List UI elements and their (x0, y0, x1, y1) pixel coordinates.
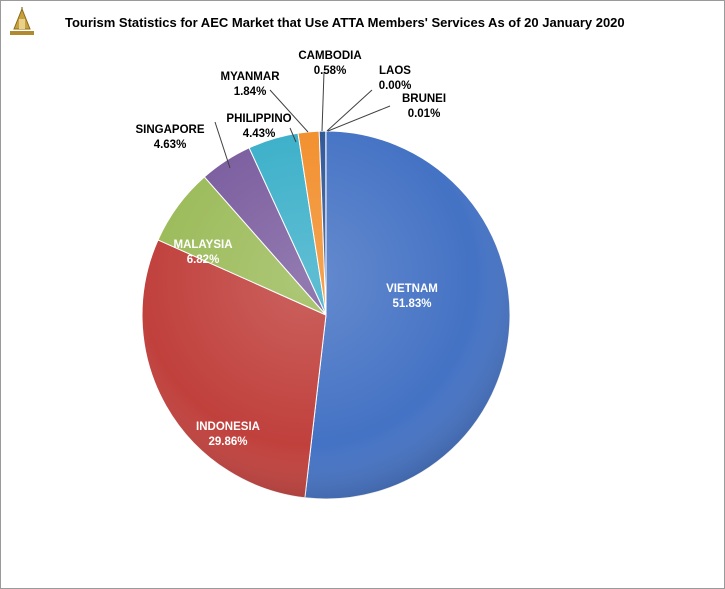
slice-name-laos: LAOS (379, 65, 411, 77)
leader-line-singapore (214, 121, 231, 169)
slice-name-philippino: PHILIPPINO (226, 113, 291, 125)
slice-value-cambodia: 0.58% (314, 65, 347, 77)
slice-value-vietnam: 51.83% (392, 298, 431, 310)
leader-line-myanmar (269, 89, 309, 133)
slice-value-singapore: 4.63% (154, 139, 187, 151)
chart-title: Tourism Statistics for AEC Market that U… (65, 15, 625, 30)
slice-value-myanmar: 1.84% (234, 86, 267, 98)
slice-name-indonesia: INDONESIA (196, 421, 260, 433)
slice-name-vietnam: VIETNAM (386, 283, 438, 295)
slice-name-brunei: BRUNEI (402, 93, 446, 105)
slice-name-cambodia: CAMBODIA (298, 50, 361, 62)
slice-name-myanmar: MYANMAR (221, 71, 281, 83)
leader-line-laos (326, 89, 373, 132)
slice-value-philippino: 4.43% (243, 128, 276, 140)
leader-line-cambodia (321, 71, 325, 132)
atta-logo-icon (10, 7, 34, 35)
slice-value-indonesia: 29.86% (208, 436, 247, 448)
pie-slice-vietnam (304, 130, 511, 500)
slice-name-singapore: SINGAPORE (135, 124, 204, 136)
leader-line-philippino (289, 127, 297, 143)
slice-name-malaysia: MALAYSIA (174, 239, 233, 251)
leader-line-brunei (327, 105, 391, 132)
slice-value-brunei: 0.01% (408, 108, 441, 120)
slice-value-malaysia: 6.82% (187, 254, 220, 266)
slice-value-laos: 0.00% (379, 80, 412, 92)
